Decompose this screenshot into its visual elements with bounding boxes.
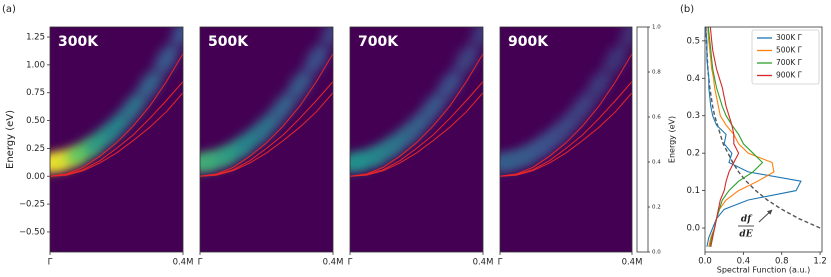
x-tick-label: Γ [48, 258, 53, 268]
series-line [709, 27, 740, 247]
annotation-numerator: df [741, 215, 753, 225]
heatmap [50, 27, 183, 252]
frame [49, 26, 184, 253]
x-tick-label: Γ [198, 258, 203, 268]
heatmap [200, 27, 333, 252]
colorbar-tick-label: 1.0 [652, 25, 661, 31]
frame [704, 26, 823, 253]
band-line [50, 53, 183, 177]
plot-area [705, 27, 821, 247]
legend-label: 900K Γ [776, 71, 803, 80]
frame [499, 26, 633, 253]
legend-box [751, 29, 820, 85]
y-tick-label: 0.2 [686, 149, 700, 159]
annotation-denominator: dE [739, 230, 752, 240]
band-line [350, 81, 483, 177]
annotation-arrow [758, 209, 773, 223]
legend-label: 700K Γ [776, 58, 803, 67]
y-tick-label: 1.00 [26, 60, 45, 70]
frame [349, 26, 484, 253]
colorbar-tick-label: 0.2 [652, 205, 661, 211]
band-line [200, 92, 333, 177]
x-tick-label: 0.4 [737, 257, 751, 267]
band-line [500, 53, 632, 177]
band-line [350, 92, 483, 177]
x-tick-label: Γ [498, 258, 503, 268]
y-tick-label: 1.25 [26, 33, 45, 43]
y-axis-label: Energy (eV) [5, 110, 16, 169]
intensity-cell [603, 43, 628, 76]
y-tick-label: −0.25 [19, 200, 45, 210]
intensity-cell [320, 27, 333, 48]
y-tick-label: 0.00 [26, 172, 45, 182]
legend-label: 300K Γ [776, 33, 803, 42]
intensity-cell [454, 43, 479, 76]
x-tick-label: Γ [348, 258, 353, 268]
intensity-cell [154, 43, 179, 76]
heatmap [500, 27, 632, 252]
band-line [500, 92, 632, 177]
y-tick-label: 0.0 [686, 224, 700, 234]
intensity-cell [304, 43, 329, 76]
intensity-cell [137, 69, 163, 101]
intensity-cell [287, 69, 313, 101]
intensity-cell [170, 27, 183, 48]
intensity-cell [586, 69, 612, 101]
y-axis-label: Energy (eV) [668, 116, 677, 163]
x-tick-label: 0.4M [622, 258, 643, 268]
intensity-cell [470, 27, 483, 48]
heatmap [350, 27, 483, 252]
y-tick-label: −0.50 [19, 227, 45, 237]
intensity-cell [619, 27, 632, 48]
band-line [50, 81, 183, 177]
intensity-cell [437, 69, 463, 101]
colorbar-tick-label: 0.4 [652, 160, 661, 166]
series-line [705, 27, 802, 247]
band-line [50, 92, 183, 177]
band-line [500, 81, 632, 177]
y-tick-label: 0.3 [686, 111, 700, 121]
series-line [707, 27, 764, 247]
y-tick-label: 0.25 [26, 144, 45, 154]
colorbar-tick-label: 0.8 [652, 70, 661, 76]
frame [199, 26, 334, 253]
y-tick-label: 0.75 [26, 88, 45, 98]
panel-title: 500K [208, 34, 249, 50]
band-line [200, 53, 333, 177]
x-tick-label: 0.0 [698, 257, 712, 267]
panel-title: 300K [58, 34, 99, 50]
x-tick-label: 0.4M [173, 258, 194, 268]
x-tick-label: 1.2 [813, 257, 827, 267]
panel-label: (b) [680, 4, 694, 15]
panel-title: 900K [508, 34, 549, 50]
x-tick-label: 0.8 [775, 257, 789, 267]
x-tick-label: 0.4M [323, 258, 344, 268]
panel-label: (a) [2, 4, 16, 15]
colorbar [636, 26, 649, 253]
y-tick-label: 0.50 [26, 116, 45, 126]
y-tick-label: 0.1 [686, 186, 700, 196]
y-tick-label: 0.4 [686, 74, 700, 84]
legend-label: 500K Γ [776, 46, 803, 55]
x-tick-label: 0.4M [473, 258, 494, 268]
y-tick-label: 0.5 [686, 36, 700, 46]
panel-title: 700K [358, 34, 399, 50]
colorbar-tick-label: 0.6 [652, 115, 661, 121]
band-line [350, 53, 483, 177]
band-line [200, 81, 333, 177]
x-axis-label: Spectral Function (a.u.) [717, 266, 810, 275]
colorbar-tick-label: 0.0 [652, 250, 661, 256]
